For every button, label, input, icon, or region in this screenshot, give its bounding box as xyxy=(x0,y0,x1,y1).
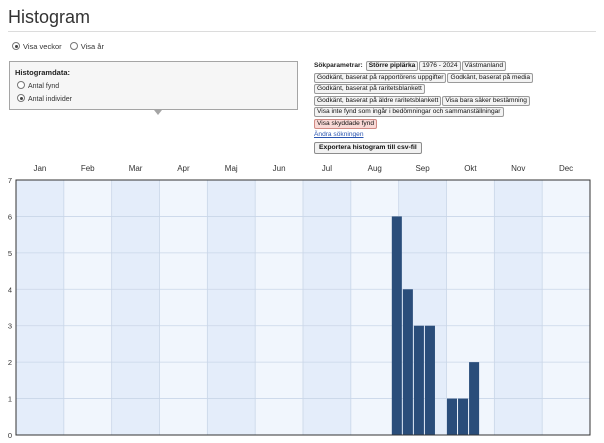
month-label: Jun xyxy=(273,164,286,173)
param-tag-approved-media: Godkänt, baserat på media xyxy=(447,72,534,83)
count-individuals-label: Antal individer xyxy=(28,96,72,103)
histogram-bar xyxy=(469,362,480,435)
month-band xyxy=(111,180,160,435)
month-label: Sep xyxy=(415,164,430,173)
y-tick-label: 3 xyxy=(8,322,12,331)
search-parameters: Sökparametrar: Större piplärka 1976 - 2024… xyxy=(314,61,594,139)
histogram-bar xyxy=(391,216,402,435)
month-label: Maj xyxy=(225,164,238,173)
count-individuals-option[interactable]: Antal individer xyxy=(17,94,72,103)
show-weeks-option[interactable]: Visa veckor xyxy=(12,42,64,51)
month-label: Dec xyxy=(559,164,573,173)
histogram-bar xyxy=(458,398,469,435)
param-tag-exclude-assessments: Visa inte fynd som ingår i bedömningar o… xyxy=(314,107,504,117)
search-parameters-label: Sökparametrar: xyxy=(314,62,363,69)
count-individuals-radio[interactable] xyxy=(17,94,25,102)
histogram-chart: Jan Feb Mar Apr Maj Jun Jul Aug Sep Okt Nov Dec 0 1 2 3… xyxy=(8,164,591,440)
title-divider xyxy=(8,31,596,32)
count-records-option[interactable]: Antal fynd xyxy=(17,81,59,90)
y-tick-label: 5 xyxy=(8,249,12,258)
histogram-bar xyxy=(424,325,435,435)
y-tick-label: 2 xyxy=(8,358,12,367)
month-label: Nov xyxy=(511,164,525,173)
y-tick-label: 0 xyxy=(8,431,12,440)
month-label: Okt xyxy=(464,164,477,173)
month-band xyxy=(494,180,543,435)
param-tag-region: Västmanland xyxy=(461,61,506,71)
param-tag-protected-records: Visa skyddade fynd xyxy=(314,118,378,129)
show-years-label: Visa år xyxy=(80,42,104,51)
page-title: Histogram xyxy=(8,7,91,27)
param-tag-species: Större piplärka xyxy=(365,61,419,71)
y-tick-label: 4 xyxy=(8,285,12,294)
month-label: Aug xyxy=(368,164,382,173)
period-toggle: Visa veckor Visa år xyxy=(12,42,110,51)
histogram-bar xyxy=(447,398,458,435)
plot-frame xyxy=(15,179,591,436)
show-years-option[interactable]: Visa år xyxy=(69,42,104,51)
month-band xyxy=(207,180,256,435)
param-tag-approved-rarity-form: Godkänt, baserat på raritetsblankett xyxy=(314,84,425,94)
show-weeks-label: Visa veckor xyxy=(23,42,62,51)
y-tick-label: 7 xyxy=(8,176,12,185)
month-label: Feb xyxy=(81,164,95,173)
histogram-data-heading: Histogramdata: xyxy=(15,68,71,77)
show-weeks-radio[interactable] xyxy=(12,42,20,50)
show-years-radio[interactable] xyxy=(69,42,78,50)
histogram-bar xyxy=(413,325,424,435)
param-tag-approved-old-rarity-form: Godkänt, baserat på äldre raritetsblanke… xyxy=(314,95,442,106)
month-label: Jul xyxy=(322,164,332,173)
month-band xyxy=(16,180,64,435)
y-tick-label: 1 xyxy=(8,395,12,404)
month-band xyxy=(303,180,351,435)
param-tag-years: 1976 - 2024 xyxy=(419,61,461,71)
export-csv-button[interactable]: Exportera histogram till csv-fil xyxy=(314,142,422,154)
month-label: Mar xyxy=(129,164,143,173)
change-search-link[interactable]: Ändra sökningen xyxy=(314,131,364,138)
param-tag-certain-identification: Visa bara säker bestämning xyxy=(442,95,530,106)
count-records-radio[interactable] xyxy=(17,81,25,89)
param-tag-approved-reporter: Godkänt, baserat på rapportörens uppgift… xyxy=(314,72,447,83)
month-label: Apr xyxy=(177,164,190,173)
count-records-label: Antal fynd xyxy=(28,83,60,90)
panel-pointer-arrow xyxy=(154,110,162,115)
histogram-bar xyxy=(402,289,413,435)
histogram-data-panel: Histogramdata: Antal fynd Antal individe… xyxy=(9,61,298,115)
y-tick-label: 6 xyxy=(8,212,12,221)
month-label: Jan xyxy=(33,164,46,173)
